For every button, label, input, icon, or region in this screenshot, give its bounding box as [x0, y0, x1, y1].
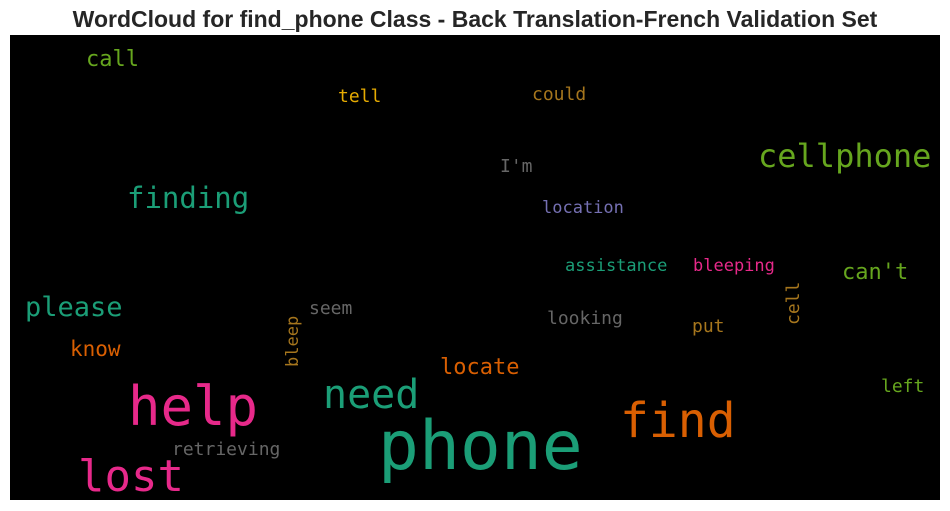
word-cloud: phone help find lost need cellphone find… — [10, 35, 940, 500]
word-looking: looking — [547, 308, 623, 329]
word-know: know — [70, 337, 121, 361]
word-bleep: bleep — [283, 315, 303, 367]
word-help: help — [128, 375, 259, 438]
word-phone: phone — [378, 407, 583, 486]
word-locate: locate — [440, 355, 520, 380]
word-bleeping: bleeping — [693, 256, 775, 276]
word-location: location — [542, 198, 624, 218]
word-left: left — [881, 376, 925, 397]
word-please: please — [25, 292, 123, 323]
word-tell: tell — [338, 86, 382, 107]
word-im: I'm — [500, 156, 533, 177]
figure-title: WordCloud for find_phone Class - Back Tr… — [72, 6, 878, 32]
word-need: need — [323, 372, 420, 418]
word-seem: seem — [309, 298, 353, 319]
word-could: could — [532, 84, 587, 105]
word-finding: finding — [127, 181, 250, 215]
word-retrieving: retrieving — [172, 439, 281, 460]
word-assistance: assistance — [565, 256, 668, 276]
word-cant: can't — [842, 260, 909, 285]
word-cellphone: cellphone — [758, 137, 932, 175]
word-call: call — [86, 47, 139, 72]
word-put: put — [692, 316, 725, 337]
word-lost: lost — [78, 451, 184, 500]
word-find: find — [620, 393, 736, 449]
word-cell: cell — [783, 281, 804, 325]
